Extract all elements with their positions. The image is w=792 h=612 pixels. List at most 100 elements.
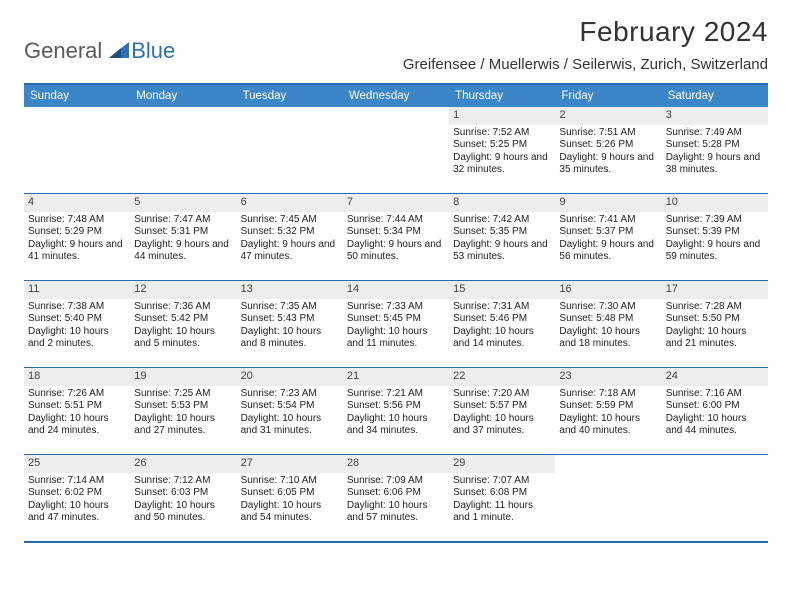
daylight-line: Daylight: 10 hours and 34 minutes. [347,413,445,438]
day-cell: 13Sunrise: 7:35 AMSunset: 5:43 PMDayligh… [237,281,343,367]
sunset-line: Sunset: 5:34 PM [347,226,445,239]
day-body: Sunrise: 7:36 AMSunset: 5:42 PMDaylight:… [130,299,236,355]
day-number: 2 [555,107,661,125]
daylight-line: Daylight: 10 hours and 47 minutes. [28,500,126,525]
day-cell: 20Sunrise: 7:23 AMSunset: 5:54 PMDayligh… [237,368,343,454]
day-number: 23 [555,368,661,386]
day-of-week-header: SundayMondayTuesdayWednesdayThursdayFrid… [24,85,768,107]
day-number: 19 [130,368,236,386]
sunset-line: Sunset: 5:45 PM [347,313,445,326]
day-cell: 19Sunrise: 7:25 AMSunset: 5:53 PMDayligh… [130,368,236,454]
sunrise-line: Sunrise: 7:10 AM [241,475,339,488]
week-row: 1Sunrise: 7:52 AMSunset: 5:25 PMDaylight… [24,107,768,193]
day-cell-empty [24,107,130,193]
day-body: Sunrise: 7:14 AMSunset: 6:02 PMDaylight:… [24,473,130,529]
day-cell: 5Sunrise: 7:47 AMSunset: 5:31 PMDaylight… [130,194,236,280]
daylight-line: Daylight: 10 hours and 37 minutes. [453,413,551,438]
day-body: Sunrise: 7:25 AMSunset: 5:53 PMDaylight:… [130,386,236,442]
day-number: 14 [343,281,449,299]
day-cell-empty [130,107,236,193]
day-cell: 2Sunrise: 7:51 AMSunset: 5:26 PMDaylight… [555,107,661,193]
day-cell: 23Sunrise: 7:18 AMSunset: 5:59 PMDayligh… [555,368,661,454]
brand-word2: Blue [131,38,175,64]
day-body: Sunrise: 7:12 AMSunset: 6:03 PMDaylight:… [130,473,236,529]
day-cell: 18Sunrise: 7:26 AMSunset: 5:51 PMDayligh… [24,368,130,454]
day-body: Sunrise: 7:41 AMSunset: 5:37 PMDaylight:… [555,212,661,268]
day-body: Sunrise: 7:42 AMSunset: 5:35 PMDaylight:… [449,212,555,268]
sunrise-line: Sunrise: 7:47 AM [134,214,232,227]
sunset-line: Sunset: 5:56 PM [347,400,445,413]
sunset-line: Sunset: 5:53 PM [134,400,232,413]
day-number: 11 [24,281,130,299]
daylight-line: Daylight: 10 hours and 27 minutes. [134,413,232,438]
sunrise-line: Sunrise: 7:23 AM [241,388,339,401]
daylight-line: Daylight: 10 hours and 31 minutes. [241,413,339,438]
sunset-line: Sunset: 5:51 PM [28,400,126,413]
day-cell: 27Sunrise: 7:10 AMSunset: 6:05 PMDayligh… [237,455,343,541]
daylight-line: Daylight: 10 hours and 11 minutes. [347,326,445,351]
day-body: Sunrise: 7:31 AMSunset: 5:46 PMDaylight:… [449,299,555,355]
day-number [555,455,661,473]
day-number: 13 [237,281,343,299]
day-cell: 4Sunrise: 7:48 AMSunset: 5:29 PMDaylight… [24,194,130,280]
sunrise-line: Sunrise: 7:16 AM [666,388,764,401]
day-cell: 24Sunrise: 7:16 AMSunset: 6:00 PMDayligh… [662,368,768,454]
day-number: 8 [449,194,555,212]
day-body: Sunrise: 7:52 AMSunset: 5:25 PMDaylight:… [449,125,555,181]
dow-cell: Wednesday [343,85,449,107]
daylight-line: Daylight: 10 hours and 44 minutes. [666,413,764,438]
day-body: Sunrise: 7:26 AMSunset: 5:51 PMDaylight:… [24,386,130,442]
sunrise-line: Sunrise: 7:07 AM [453,475,551,488]
day-number: 7 [343,194,449,212]
day-number: 12 [130,281,236,299]
day-cell: 14 Sunrise: 7:33 AMSunset: 5:45 PMDayligh… [343,281,449,367]
sunrise-line: Sunrise: 7:33 AM [347,301,445,314]
sunrise-line: Sunrise: 7:48 AM [28,214,126,227]
daylight-line: Daylight: 9 hours and 56 minutes. [559,239,657,264]
day-cell-empty [555,455,661,541]
day-number: 15 [449,281,555,299]
daylight-line: Daylight: 9 hours and 44 minutes. [134,239,232,264]
sunrise-line: Sunrise: 7:44 AM [347,214,445,227]
day-number: 1 [449,107,555,125]
day-cell-empty [343,107,449,193]
sunrise-line: Sunrise: 7:35 AM [241,301,339,314]
sunset-line: Sunset: 6:08 PM [453,487,551,500]
sunset-line: Sunset: 5:54 PM [241,400,339,413]
sunset-line: Sunset: 5:42 PM [134,313,232,326]
day-cell: 7Sunrise: 7:44 AMSunset: 5:34 PMDaylight… [343,194,449,280]
day-number: 3 [662,107,768,125]
day-body: Sunrise: 7:18 AMSunset: 5:59 PMDaylight:… [555,386,661,442]
sunset-line: Sunset: 5:32 PM [241,226,339,239]
day-number: 28 [343,455,449,473]
sunset-line: Sunset: 5:29 PM [28,226,126,239]
sunrise-line: Sunrise: 7:14 AM [28,475,126,488]
sunset-line: Sunset: 5:37 PM [559,226,657,239]
sunset-line: Sunset: 5:57 PM [453,400,551,413]
day-cell: 16Sunrise: 7:30 AMSunset: 5:48 PMDayligh… [555,281,661,367]
daylight-line: Daylight: 10 hours and 14 minutes. [453,326,551,351]
day-body: Sunrise: 7:48 AMSunset: 5:29 PMDaylight:… [24,212,130,268]
day-number: 26 [130,455,236,473]
day-cell: 22Sunrise: 7:20 AMSunset: 5:57 PMDayligh… [449,368,555,454]
dow-cell: Tuesday [237,85,343,107]
sunrise-line: Sunrise: 7:28 AM [666,301,764,314]
day-number: 25 [24,455,130,473]
day-body: Sunrise: 7:20 AMSunset: 5:57 PMDaylight:… [449,386,555,442]
day-cell: 12Sunrise: 7:36 AMSunset: 5:42 PMDayligh… [130,281,236,367]
daylight-line: Daylight: 10 hours and 24 minutes. [28,413,126,438]
sunrise-line: Sunrise: 7:20 AM [453,388,551,401]
dow-cell: Monday [130,85,236,107]
sunrise-line: Sunrise: 7:52 AM [453,127,551,140]
day-number: 24 [662,368,768,386]
day-cell: 25Sunrise: 7:14 AMSunset: 6:02 PMDayligh… [24,455,130,541]
day-body: Sunrise: 7:47 AMSunset: 5:31 PMDaylight:… [130,212,236,268]
sunrise-line: Sunrise: 7:36 AM [134,301,232,314]
sunrise-line: Sunrise: 7:49 AM [666,127,764,140]
daylight-line: Daylight: 11 hours and 1 minute. [453,500,551,525]
daylight-line: Daylight: 10 hours and 40 minutes. [559,413,657,438]
day-number [24,107,130,125]
daylight-line: Daylight: 10 hours and 50 minutes. [134,500,232,525]
dow-cell: Friday [555,85,661,107]
day-number [130,107,236,125]
